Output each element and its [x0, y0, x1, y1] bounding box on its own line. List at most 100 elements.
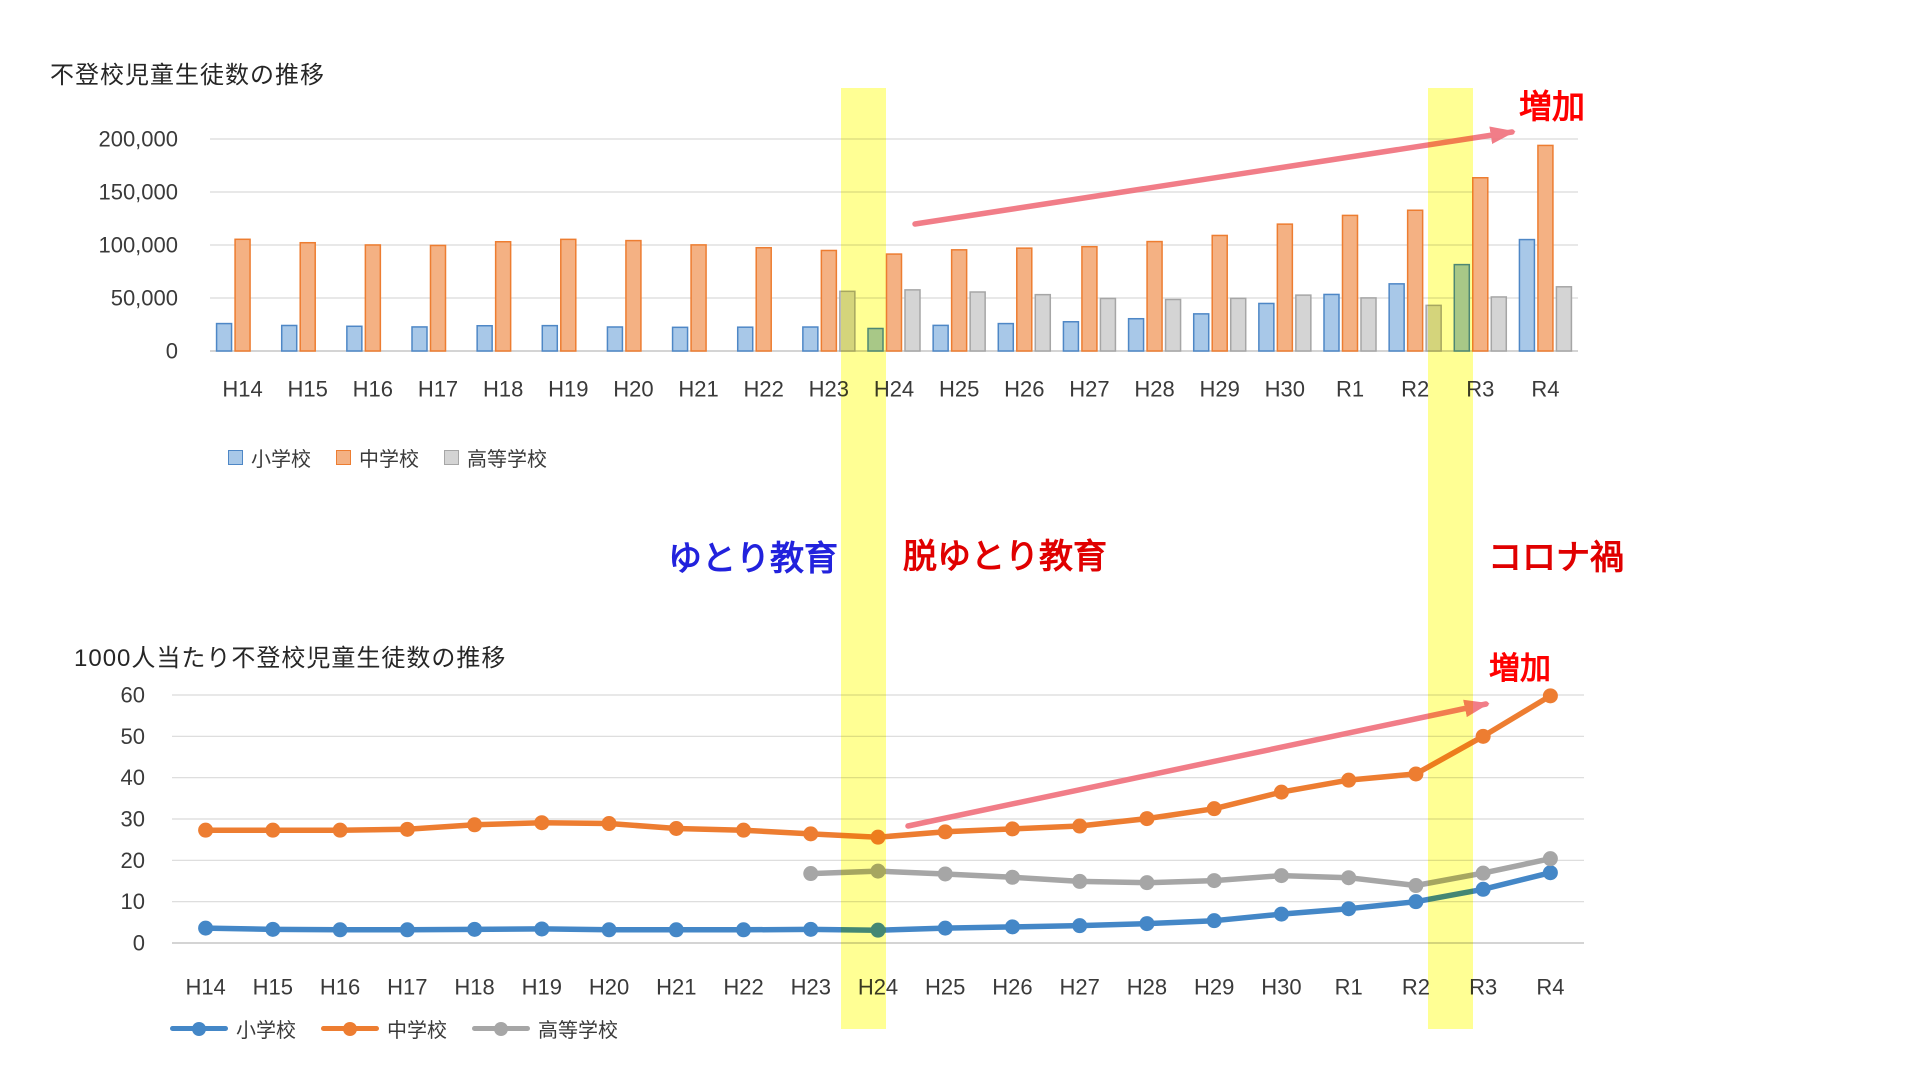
- point-elementary-R1: [1341, 901, 1357, 917]
- futoko-per-1000-xtick-H26: H26: [992, 975, 1032, 1000]
- futoko-per-1000-xtick-H19: H19: [522, 975, 562, 1000]
- futoko-per-1000-xtick-H29: H29: [1194, 975, 1234, 1000]
- point-junior-high-H20: [601, 816, 617, 832]
- point-high-school-H27: [1072, 873, 1088, 889]
- top-chart-legend: 小学校 中学校 高等学校: [228, 443, 547, 472]
- point-junior-high-H26: [1004, 821, 1020, 837]
- bottom-chart-title: 1000人当たり不登校児童生徒数の推移: [74, 645, 507, 672]
- point-junior-high-H27: [1072, 818, 1088, 834]
- bar-elementary-H16: [346, 325, 363, 352]
- futoko-per-1000-xtick-H16: H16: [320, 975, 360, 1000]
- bar-high-school-H28: [1164, 298, 1182, 352]
- bar-elementary-R1: [1323, 293, 1340, 352]
- elementary-swatch-icon: [228, 450, 243, 465]
- futoko-count-ytick-100,000: 100,000: [98, 233, 178, 258]
- bar-elementary-H21: [671, 326, 689, 352]
- point-junior-high-H23: [803, 826, 819, 842]
- futoko-count-grid: 0 50,000 100,000 150,000 200,000: [98, 127, 1578, 364]
- point-junior-high-R4: [1542, 688, 1558, 704]
- point-high-school-H25: [937, 866, 953, 882]
- futoko-count-series-high-school: [839, 286, 1573, 352]
- futoko-per-1000-ytick-40: 40: [121, 765, 145, 790]
- top-chart-title: 不登校児童生徒数の推移: [50, 62, 325, 89]
- point-elementary-R3: [1475, 881, 1491, 897]
- legend-item-elementary: 小学校: [170, 1014, 296, 1043]
- bar-elementary-H30: [1258, 302, 1275, 352]
- point-elementary-H21: [668, 922, 684, 938]
- bar-junior-high-H28: [1146, 240, 1163, 352]
- point-elementary-H27: [1072, 918, 1088, 934]
- point-junior-high-R2: [1408, 766, 1424, 782]
- point-elementary-H14: [198, 920, 214, 936]
- junior-high-line-marker-icon: [321, 1021, 379, 1037]
- annotation-corona-ka: コロナ禍: [1488, 539, 1624, 577]
- futoko-count-xtick-H30: H30: [1265, 377, 1305, 402]
- point-elementary-H15: [265, 921, 281, 937]
- bar-junior-high-H15: [299, 241, 316, 352]
- point-elementary-H18: [467, 921, 483, 937]
- futoko-per-1000-xtick-H28: H28: [1127, 975, 1167, 1000]
- bar-elementary-H19: [541, 324, 559, 352]
- point-elementary-H22: [736, 922, 752, 938]
- bar-elementary-H14: [215, 322, 233, 352]
- increase-arrow-bottom: [905, 699, 1490, 829]
- bar-junior-high-H25: [950, 249, 968, 352]
- bar-elementary-H23: [802, 326, 819, 352]
- futoko-count-xtick-H22: H22: [744, 377, 784, 402]
- elementary-line-marker-icon: [170, 1021, 228, 1037]
- futoko-count-xtick-H19: H19: [548, 377, 588, 402]
- bar-elementary-H22: [736, 326, 754, 352]
- point-elementary-H28: [1139, 916, 1155, 932]
- bar-elementary-H15: [280, 324, 298, 352]
- bar-high-school-H24: [904, 289, 921, 352]
- futoko-per-1000-ytick-60: 60: [121, 683, 145, 708]
- futoko-per-1000-xtick-R3: R3: [1469, 975, 1497, 1000]
- futoko-per-1000-xtick-R1: R1: [1335, 975, 1363, 1000]
- bar-high-school-R1: [1360, 297, 1377, 352]
- futoko-count-xtick-H26: H26: [1004, 377, 1044, 402]
- legend-item-high-school: 高等学校: [472, 1014, 618, 1043]
- point-high-school-R1: [1341, 870, 1357, 886]
- bar-junior-high-H27: [1081, 245, 1098, 352]
- bar-high-school-R3: [1490, 296, 1508, 352]
- legend-label-high-school: 高等学校: [538, 1020, 618, 1042]
- point-junior-high-R1: [1341, 772, 1357, 788]
- bar-junior-high-R2: [1406, 209, 1424, 352]
- high-school-line-marker-icon: [472, 1021, 530, 1037]
- futoko-per-1000-xtick-H23: H23: [791, 975, 831, 1000]
- legend-label-high-school: 高等学校: [467, 449, 547, 471]
- bar-junior-high-R3: [1472, 177, 1489, 352]
- bar-junior-high-R4: [1537, 144, 1554, 352]
- futoko-per-1000-xtick-H20: H20: [589, 975, 629, 1000]
- futoko-count-xtick-H15: H15: [288, 377, 328, 402]
- legend-item-junior-high: 中学校: [336, 443, 419, 472]
- futoko-count-xtick-H21: H21: [678, 377, 718, 402]
- point-elementary-H19: [534, 921, 550, 937]
- bar-elementary-H28: [1127, 317, 1145, 352]
- futoko-per-1000-xtick-H15: H15: [253, 975, 293, 1000]
- futoko-per-1000-xtick-H22: H22: [723, 975, 763, 1000]
- bar-junior-high-H17: [429, 244, 447, 352]
- bar-junior-high-R1: [1341, 214, 1359, 352]
- legend-label-junior-high: 中学校: [359, 449, 419, 471]
- bar-junior-high-H26: [1016, 247, 1033, 352]
- point-high-school-R3: [1475, 865, 1491, 881]
- bar-high-school-H29: [1229, 297, 1247, 352]
- futoko-count-xtick-R2: R2: [1401, 377, 1429, 402]
- bar-elementary-H18: [476, 324, 493, 352]
- point-junior-high-H14: [198, 822, 214, 838]
- bar-junior-high-H24: [885, 253, 903, 352]
- bar-high-school-R4: [1555, 286, 1573, 352]
- bar-junior-high-H16: [364, 244, 382, 352]
- legend-item-junior-high: 中学校: [321, 1014, 447, 1043]
- point-junior-high-H22: [736, 822, 752, 838]
- futoko-count-xtick-H27: H27: [1069, 377, 1109, 402]
- increase-arrows: [905, 126, 1516, 829]
- futoko-per-1000-ytick-10: 10: [121, 889, 145, 914]
- futoko-per-1000-xtick-H18: H18: [454, 975, 494, 1000]
- futoko-count-ytick-200,000: 200,000: [98, 127, 178, 152]
- point-junior-high-H25: [937, 824, 953, 840]
- point-junior-high-H19: [534, 815, 550, 831]
- bar-high-school-H27: [1099, 297, 1117, 352]
